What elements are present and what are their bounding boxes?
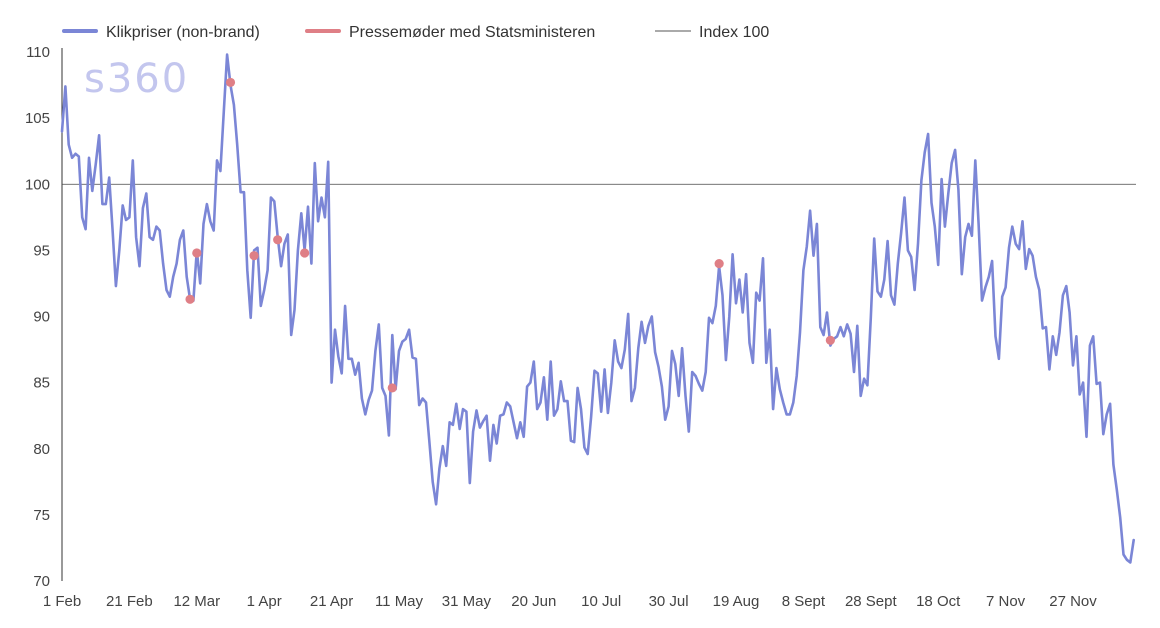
y-tick-label: 105 [25, 110, 50, 127]
x-tick-label: 21 Apr [310, 593, 353, 610]
x-tick-label: 31 May [442, 593, 492, 610]
x-tick-label: 11 May [375, 593, 424, 610]
x-tick-label: 27 Nov [1049, 593, 1097, 610]
press-event-point [825, 335, 835, 345]
y-tick-label: 110 [26, 44, 50, 61]
y-tick-label: 75 [33, 507, 50, 524]
press-event-point [273, 235, 283, 245]
press-event-point [225, 77, 236, 88]
press-event-point [387, 383, 397, 393]
x-tick-label: 12 Mar [173, 593, 220, 610]
x-tick-label: 20 Jun [511, 593, 556, 610]
legend: Klikpriser (non-brand) Pressemøder med S… [62, 24, 769, 41]
legend-label-klikpriser: Klikpriser (non-brand) [106, 24, 260, 41]
x-tick-label: 10 Jul [581, 593, 621, 610]
y-tick-label: 80 [33, 441, 50, 458]
y-tick-label: 95 [33, 242, 50, 259]
x-tick-label: 18 Oct [916, 593, 961, 610]
series-group [60, 53, 1135, 564]
press-event-point [300, 248, 310, 258]
legend-label-pressemoder: Pressemøder med Statsministeren [349, 24, 595, 41]
y-tick-label: 70 [33, 573, 50, 590]
x-tick-label: 1 Apr [247, 593, 282, 610]
legend-item-klikpriser[interactable]: Klikpriser (non-brand) [62, 24, 260, 41]
series-line-klikpriser [60, 53, 1135, 564]
legend-label-index100: Index 100 [699, 24, 769, 41]
press-event-point [714, 259, 724, 269]
x-tick-label: 28 Sept [845, 593, 898, 610]
y-axis: 110 105 100 95 90 85 80 75 70 [25, 44, 63, 590]
x-tick-label: 21 Feb [106, 593, 153, 610]
x-axis: 1 Feb 21 Feb 12 Mar 1 Apr 21 Apr 11 May 31 May… [43, 593, 1097, 610]
watermark-logo: s360 [84, 56, 189, 102]
legend-swatch-klikpriser [62, 29, 98, 33]
press-event-point [249, 251, 259, 261]
y-tick-label: 90 [33, 309, 50, 326]
y-tick-label: 85 [33, 375, 50, 392]
press-events-group [185, 77, 835, 393]
x-tick-label: 19 Aug [713, 593, 760, 610]
legend-item-index100[interactable]: Index 100 [655, 24, 769, 41]
y-tick-label: 100 [25, 176, 50, 193]
press-event-point [192, 248, 202, 258]
x-tick-label: 8 Sept [782, 593, 826, 610]
press-event-point [185, 294, 195, 304]
legend-item-pressemoder[interactable]: Pressemøder med Statsministeren [305, 24, 595, 41]
legend-swatch-pressemoder [305, 29, 341, 33]
x-tick-label: 1 Feb [43, 593, 81, 610]
x-tick-label: 30 Jul [649, 593, 689, 610]
x-tick-label: 7 Nov [986, 593, 1026, 610]
